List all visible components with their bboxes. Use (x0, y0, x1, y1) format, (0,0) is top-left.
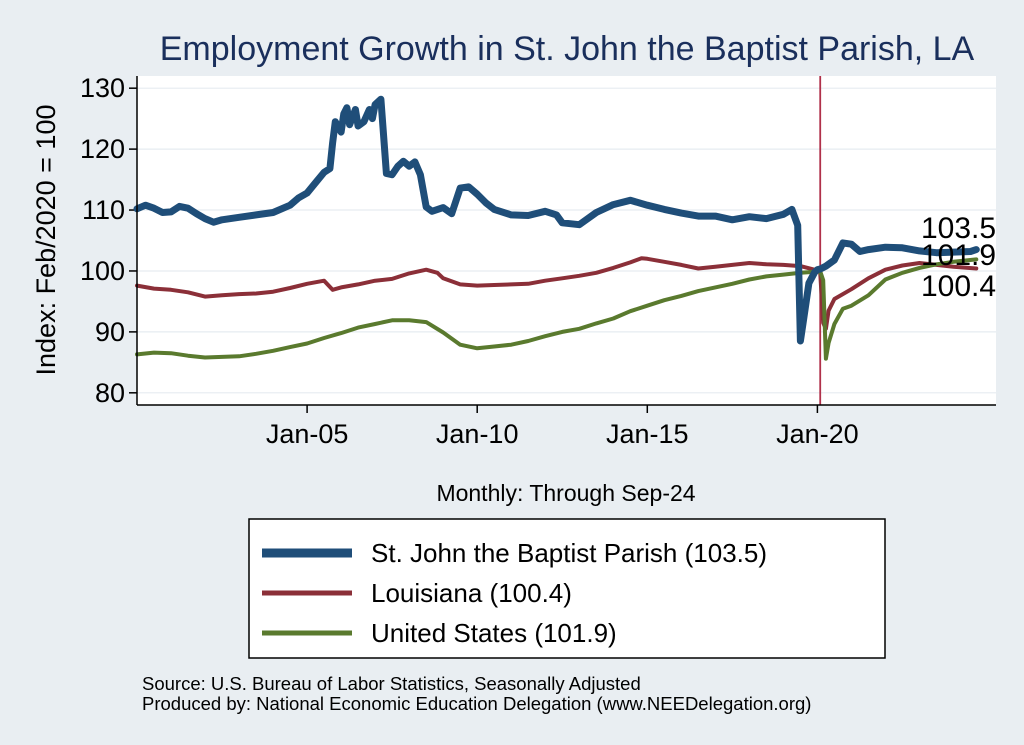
x-axis-label: Monthly: Through Sep-24 (436, 480, 695, 506)
end-label-us: 101.9 (921, 239, 996, 272)
end-label-louisiana: 100.4 (921, 270, 996, 303)
y-tick-label: 130 (80, 73, 125, 103)
x-tick-label: Jan-15 (606, 419, 689, 449)
y-axis-label: Index: Feb/2020 = 100 (31, 105, 61, 376)
produced-by-note: Produced by: National Economic Education… (142, 693, 812, 714)
legend-box (248, 518, 886, 659)
source-note: Source: U.S. Bureau of Labor Statistics,… (142, 673, 641, 694)
series-line-us (135, 257, 979, 361)
x-tick-label: Jan-20 (776, 419, 859, 449)
legend-label-us: United States (101.9) (371, 618, 617, 648)
plot-area (137, 76, 996, 405)
series-lines (133, 95, 980, 361)
end-label-parish: 103.5 (921, 212, 996, 245)
y-tick-label: 90 (95, 317, 125, 347)
legend-label-louisiana: Louisiana (100.4) (371, 578, 572, 608)
y-tick-label: 80 (95, 378, 125, 408)
y-tick-label: 120 (80, 134, 125, 164)
x-tick-label: Jan-05 (266, 419, 349, 449)
legend: St. John the Baptist Parish (103.5) Loui… (248, 518, 886, 659)
x-tick-label: Jan-10 (436, 419, 519, 449)
x-axis: Jan-05 Jan-10 Jan-15 Jan-20 (266, 405, 859, 449)
y-tick-label: 110 (82, 195, 125, 225)
legend-label-parish: St. John the Baptist Parish (103.5) (371, 538, 767, 568)
y-tick-label: 100 (80, 256, 125, 286)
y-axis: 80 90 100 110 120 130 (80, 73, 137, 408)
series-line-parish (133, 95, 980, 345)
chart-title: Employment Growth in St. John the Baptis… (160, 30, 975, 68)
series-line-louisiana (135, 256, 979, 331)
